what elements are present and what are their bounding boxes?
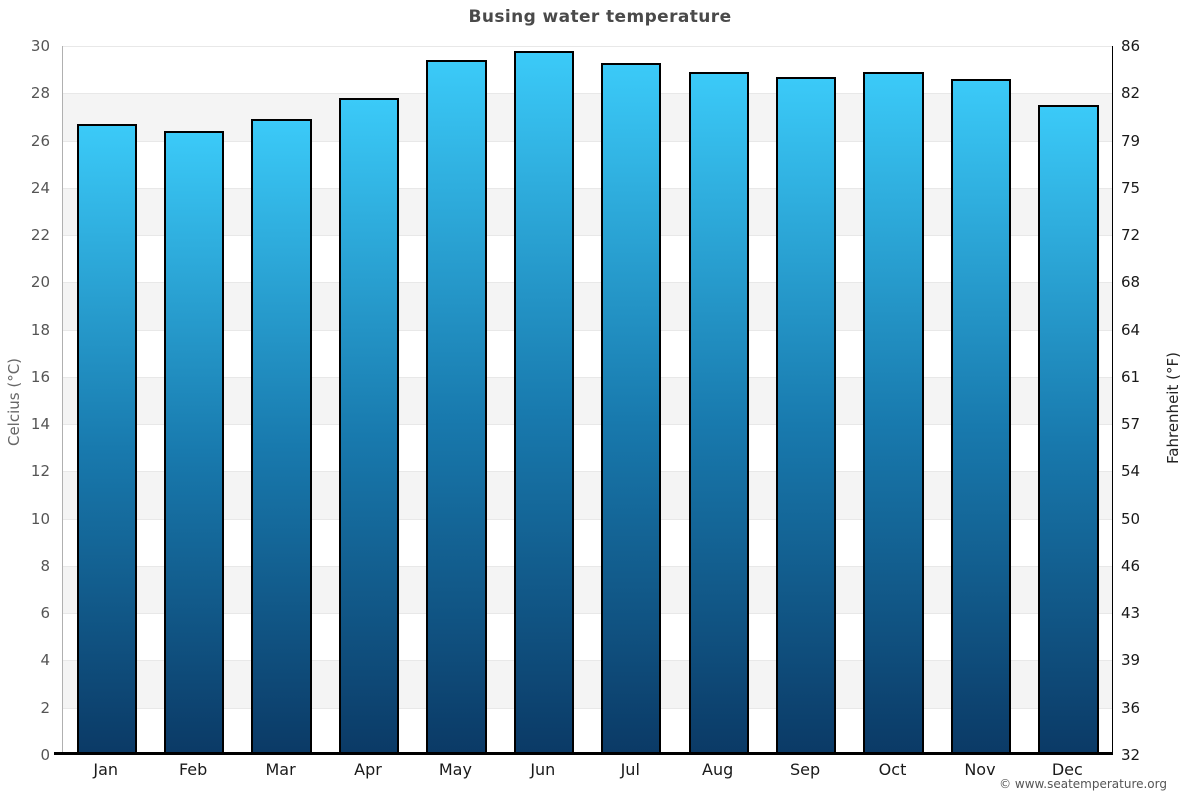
background-band: [63, 93, 1112, 141]
x-tick-label-sep: Sep: [790, 760, 821, 779]
y-tick-label-fahrenheit: 36: [1121, 698, 1141, 717]
y-tick-label-celsius: 16: [30, 367, 50, 386]
temperature-bar-mar: [251, 119, 312, 755]
y-tick-label-celsius: 28: [30, 84, 50, 103]
temperature-bar-apr: [338, 98, 400, 755]
y-tick-label-fahrenheit: 50: [1121, 509, 1141, 528]
x-tick-label-oct: Oct: [878, 760, 907, 779]
background-band: [63, 329, 1112, 377]
y-tick-label-fahrenheit: 54: [1121, 462, 1141, 481]
y-tick-label-celsius: 0: [40, 746, 50, 764]
temperature-bar-feb: [163, 131, 225, 755]
y-tick-label-fahrenheit: 32: [1121, 746, 1141, 764]
background-band: [63, 565, 1112, 614]
bar-slot: [500, 46, 587, 755]
temperature-bar-jul: [601, 62, 662, 755]
x-tick-label-jul: Jul: [620, 760, 640, 779]
y-tick-label-celsius: 12: [30, 462, 50, 481]
background-band: [63, 424, 1112, 472]
y-tick-label-fahrenheit: 68: [1121, 273, 1141, 292]
y-tick-label-celsius: 10: [30, 509, 50, 528]
temperature-bar-may: [426, 60, 487, 755]
bar-slot: [762, 46, 849, 755]
x-tick-label-aug: Aug: [702, 760, 734, 779]
y-tick-label-fahrenheit: 43: [1121, 604, 1141, 623]
bar-slot: [413, 46, 500, 755]
y-tick-label-fahrenheit: 79: [1121, 131, 1141, 150]
x-tick-label-mar: Mar: [265, 760, 296, 779]
bar-slot: [588, 46, 675, 755]
y-tick-label-fahrenheit: 39: [1121, 651, 1141, 670]
background-band: [63, 235, 1112, 283]
bar-slot: [238, 46, 325, 755]
month-label-row: Jan Feb Mar Apr May Jun Jul Aug Sep Oct Nov Dec: [62, 760, 1111, 779]
background-band: [63, 471, 1112, 519]
y-tick-label-celsius: 20: [30, 273, 50, 292]
copyright-text: © www.seatemperature.org: [999, 777, 1167, 791]
y-tick-label-celsius: 30: [30, 37, 50, 55]
bar-slot: [1025, 46, 1112, 755]
x-tick-label-may: May: [438, 760, 472, 779]
bars-group: [63, 46, 1112, 755]
temperature-bar-aug: [688, 72, 749, 755]
background-band: [63, 187, 1112, 236]
celsius-tick-column: 30 28 26 24 22 20 18 16 14 12 10 8 6 4 2 0: [0, 37, 50, 764]
x-axis-line: [54, 752, 1113, 755]
background-band: [63, 518, 1112, 566]
y-tick-label-celsius: 6: [40, 604, 50, 623]
x-tick-label-apr: Apr: [354, 760, 382, 779]
background-band: [63, 613, 1112, 661]
y-tick-label-fahrenheit: 46: [1121, 556, 1141, 575]
y-tick-label-celsius: 4: [40, 651, 50, 670]
y-tick-label-fahrenheit: 82: [1121, 84, 1141, 103]
y-tick-label-fahrenheit: 61: [1121, 367, 1141, 386]
temperature-bar-oct: [863, 72, 924, 755]
y-tick-label-celsius: 18: [30, 320, 50, 339]
temperature-bar-dec: [1038, 105, 1099, 755]
temperature-bar-sep: [775, 76, 837, 755]
x-tick-label-nov: Nov: [964, 760, 996, 779]
background-band: [63, 707, 1112, 755]
bar-slot: [325, 46, 412, 755]
bar-slot: [675, 46, 762, 755]
background-band: [63, 282, 1112, 330]
bar-slot: [150, 46, 237, 755]
background-band: [63, 46, 1112, 94]
y-tick-label-celsius: 22: [30, 226, 50, 245]
temperature-bar-jun: [513, 50, 574, 755]
y-tick-label-celsius: 14: [30, 415, 50, 434]
chart-title: Busing water temperature: [468, 7, 732, 27]
background-band: [63, 660, 1112, 708]
background-band: [63, 140, 1112, 188]
bar-slot: [850, 46, 937, 755]
plot-area: [54, 46, 1113, 755]
x-tick-label-feb: Feb: [178, 760, 208, 779]
y-tick-label-celsius: 8: [40, 556, 50, 575]
y-tick-label-fahrenheit: 75: [1121, 178, 1141, 197]
y-tick-label-fahrenheit: 86: [1121, 37, 1141, 55]
y-tick-label-fahrenheit: 72: [1121, 226, 1141, 245]
bar-slot: [937, 46, 1024, 755]
y-tick-label-celsius: 2: [40, 698, 50, 717]
x-tick-label-jan: Jan: [93, 760, 119, 779]
y-tick-label-celsius: 26: [30, 131, 50, 150]
background-band: [63, 376, 1112, 425]
y-tick-label-fahrenheit: 64: [1121, 320, 1141, 339]
fahrenheit-tick-column: 86 82 79 75 72 68 64 61 57 54 50 46 43 39 36 32: [1121, 37, 1169, 764]
bar-slot: [63, 46, 150, 755]
x-tick-label-dec: Dec: [1051, 760, 1083, 779]
y-tick-label-fahrenheit: 57: [1121, 415, 1141, 434]
temperature-bar-nov: [950, 79, 1012, 755]
y-tick-label-celsius: 24: [30, 178, 50, 197]
x-tick-label-jun: Jun: [530, 760, 556, 779]
temperature-bar-jan: [76, 124, 137, 755]
